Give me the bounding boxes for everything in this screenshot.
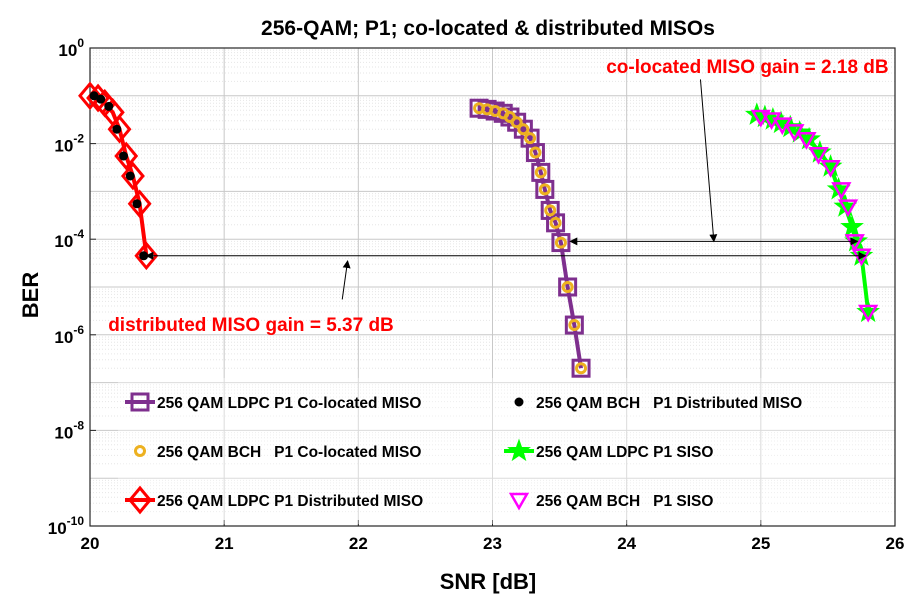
data-point bbox=[554, 236, 567, 249]
x-tick-label: 26 bbox=[886, 534, 905, 553]
data-point bbox=[551, 233, 571, 253]
data-point bbox=[525, 143, 545, 163]
x-tick-label: 24 bbox=[617, 534, 636, 553]
data-point bbox=[107, 114, 132, 144]
data-point bbox=[796, 132, 817, 150]
data-point bbox=[534, 166, 547, 179]
legend-label: 256 QAM LDPC P1 SISO bbox=[536, 444, 713, 461]
x-tick-label: 20 bbox=[81, 534, 100, 553]
data-point bbox=[127, 189, 152, 219]
legend-marker bbox=[128, 485, 152, 515]
data-point bbox=[546, 213, 566, 233]
x-tick-label: 25 bbox=[751, 534, 770, 553]
annotation-text: co-located MISO gain = 2.18 dB bbox=[606, 57, 888, 78]
data-point bbox=[120, 161, 145, 191]
annotation-pointer bbox=[699, 79, 718, 243]
series-256-qam-bch-p1-siso bbox=[750, 109, 879, 323]
legend-item: 256 QAM BCH P1 SISO bbox=[508, 492, 713, 511]
series-256-qam-bch-p1-co-located-miso bbox=[473, 102, 588, 375]
data-point bbox=[78, 81, 102, 111]
data-point bbox=[558, 277, 578, 297]
legend-marker bbox=[514, 397, 524, 407]
legend-label: 256 QAM BCH P1 Distributed MISO bbox=[536, 395, 802, 412]
x-tick-label: 21 bbox=[215, 534, 234, 553]
data-point bbox=[510, 116, 523, 129]
chart-title: 256-QAM; P1; co-located & distributed MI… bbox=[261, 17, 715, 40]
data-point bbox=[119, 151, 129, 161]
data-point bbox=[561, 281, 574, 293]
x-tick-label: 22 bbox=[349, 534, 368, 553]
data-point bbox=[112, 124, 122, 134]
x-axis-label: SNR [dB] bbox=[440, 569, 537, 594]
data-point bbox=[524, 132, 537, 145]
legend-marker bbox=[508, 492, 530, 511]
legend-label: 256 QAM LDPC P1 Co-located MISO bbox=[157, 395, 421, 412]
legend-label: 256 QAM LDPC P1 Distributed MISO bbox=[157, 493, 423, 510]
data-point bbox=[571, 358, 591, 378]
data-point bbox=[540, 200, 560, 220]
data-point bbox=[549, 216, 562, 229]
data-point bbox=[840, 214, 864, 238]
data-point bbox=[529, 146, 542, 159]
data-point bbox=[538, 183, 551, 196]
y-tick-label: 10-2 bbox=[54, 132, 84, 156]
x-tick-label: 23 bbox=[483, 534, 502, 553]
legend-item: 256 QAM LDPC P1 Co-located MISO bbox=[125, 392, 421, 412]
legend-label: 256 QAM BCH P1 SISO bbox=[536, 493, 713, 510]
data-point bbox=[544, 204, 557, 217]
y-tick-label: 10-4 bbox=[54, 227, 84, 251]
data-point bbox=[575, 362, 588, 375]
plot-area: 20 21 22 23 24 25 26 100 10-2 10-4 10-6 10-8 10-10 co… bbox=[48, 36, 905, 553]
legend-item: 256 QAM LDPC P1 Distributed MISO bbox=[125, 485, 423, 515]
data-point bbox=[808, 146, 829, 165]
data-point bbox=[517, 123, 530, 136]
data-point bbox=[820, 160, 841, 178]
series-256-qam-bch-p1-distributed-miso bbox=[89, 91, 149, 261]
annotation: distributed MISO gain = 5.37 dB bbox=[108, 251, 867, 336]
legend-marker bbox=[134, 445, 146, 457]
y-tick-label: 10-8 bbox=[54, 418, 84, 442]
data-point bbox=[858, 304, 879, 323]
y-tick-label: 10-6 bbox=[54, 323, 84, 347]
data-point bbox=[837, 199, 859, 218]
data-point bbox=[535, 179, 555, 199]
data-point bbox=[568, 319, 581, 332]
y-tick-label: 100 bbox=[58, 36, 84, 60]
data-point bbox=[114, 141, 139, 171]
legend: 256 QAM LDPC P1 Co-located MISO 256 QAM B… bbox=[118, 378, 894, 524]
data-point bbox=[564, 315, 584, 335]
legend-label: 256 QAM BCH P1 Co-located MISO bbox=[157, 444, 421, 461]
legend-item: 256 QAM BCH P1 Distributed MISO bbox=[514, 395, 802, 412]
annotation-pointer bbox=[341, 260, 351, 300]
data-point bbox=[132, 199, 142, 209]
data-point bbox=[831, 182, 852, 200]
data-point bbox=[125, 171, 135, 181]
y-axis-label: BER bbox=[18, 272, 43, 319]
data-point bbox=[96, 94, 106, 104]
legend-item: 256 QAM BCH P1 Co-located MISO bbox=[134, 444, 421, 461]
legend-marker bbox=[507, 438, 531, 462]
data-point bbox=[104, 101, 114, 111]
annotation-text: distributed MISO gain = 5.37 dB bbox=[108, 315, 394, 336]
annotation: co-located MISO gain = 2.18 dB bbox=[569, 57, 889, 246]
y-tick-label: 10-10 bbox=[48, 514, 85, 538]
data-point bbox=[520, 128, 540, 148]
legend-item: 256 QAM LDPC P1 SISO bbox=[504, 438, 713, 462]
legend-marker bbox=[130, 392, 150, 412]
